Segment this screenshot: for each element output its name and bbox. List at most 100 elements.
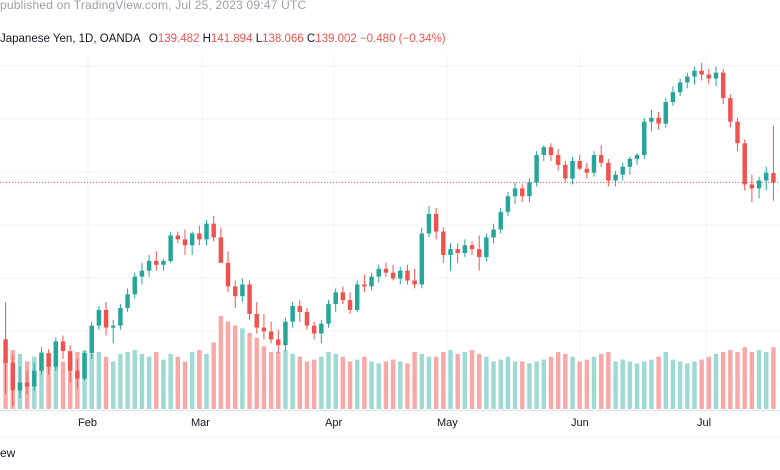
volume-bar <box>211 342 216 409</box>
candle-body <box>613 174 618 181</box>
candle-body <box>699 70 704 75</box>
candle-body <box>96 309 102 326</box>
volume-bar <box>749 352 755 409</box>
volume-bar <box>60 361 66 409</box>
candle-body <box>182 239 188 246</box>
symbol-name[interactable]: Japanese Yen, 1D, OANDA <box>0 33 141 45</box>
candle-body <box>606 162 611 181</box>
volume-bar <box>268 352 274 409</box>
candle-body <box>663 102 668 124</box>
volume-bar <box>642 361 647 409</box>
symbol-legend: Japanese Yen, 1D, OANDA O139.482 H141.89… <box>0 33 446 45</box>
close-value: 139.002 <box>315 33 357 45</box>
volume-bar <box>354 359 360 409</box>
volume-bar <box>685 363 690 409</box>
change-value: −0.480 (−0.34%) <box>359 33 446 45</box>
volume-bar <box>182 361 188 409</box>
volume-bar <box>412 352 417 409</box>
low-value: 138.066 <box>262 33 304 45</box>
candle-body <box>433 213 439 232</box>
candle-body <box>311 325 317 334</box>
low-label: L <box>255 33 263 45</box>
volume-bar <box>390 359 396 409</box>
open-label: O <box>148 33 158 45</box>
volume-bar <box>240 328 245 409</box>
candle-body <box>3 339 8 363</box>
volume-bar <box>247 333 252 409</box>
volume-bar <box>426 356 432 409</box>
volume-bar <box>491 361 496 409</box>
volume-bar <box>548 356 554 409</box>
volume-bar <box>283 350 288 409</box>
candle-body <box>175 235 181 240</box>
volume-bar <box>290 353 295 409</box>
volume-bar <box>197 350 202 409</box>
candle-body <box>642 121 647 156</box>
volume-bar <box>455 353 460 409</box>
candle-body <box>347 300 353 310</box>
candle-body <box>405 270 410 281</box>
volume-bar <box>319 356 324 409</box>
volume-bar <box>756 350 762 409</box>
candle-body <box>577 160 582 169</box>
candle-body <box>247 284 252 314</box>
candle-body <box>39 353 44 371</box>
candle-body <box>476 249 482 257</box>
volume-bar <box>570 356 575 409</box>
candle-body <box>412 280 417 285</box>
candle-body <box>756 180 762 189</box>
volume-bar <box>311 359 317 409</box>
volume-bar <box>89 353 94 409</box>
volume-bar <box>276 352 281 409</box>
x-tick-label: May <box>437 417 458 429</box>
candle-body <box>512 188 518 197</box>
candle-body <box>541 147 547 156</box>
candle-body <box>591 155 597 173</box>
candle-body <box>189 233 195 246</box>
candle-body <box>17 382 23 391</box>
candle-body <box>469 245 475 250</box>
volume-bar <box>376 363 381 409</box>
volume-bar <box>728 350 733 409</box>
candle-body <box>304 311 310 326</box>
volume-bar <box>146 356 152 409</box>
volume-bar <box>692 361 697 409</box>
volume-bar <box>304 361 310 409</box>
volume-bar <box>462 352 468 409</box>
volume-bar <box>598 353 604 409</box>
volume-bar <box>577 361 582 409</box>
volume-bar <box>620 359 625 409</box>
x-tick-label: Apr <box>325 417 343 429</box>
candle-body <box>326 304 331 324</box>
candle-body <box>103 309 109 328</box>
volume-bar <box>189 352 195 409</box>
volume-bar <box>433 356 439 409</box>
candle-body <box>218 237 224 263</box>
volume-bar <box>706 356 712 409</box>
candle-body <box>232 286 238 297</box>
candle-body <box>634 155 640 159</box>
volume-bar <box>670 359 676 409</box>
candle-body <box>268 331 274 340</box>
candle-body <box>749 184 755 189</box>
volume-bar <box>132 350 137 409</box>
candle-body <box>462 245 468 254</box>
candle-body <box>570 160 575 179</box>
candle-body <box>441 231 446 256</box>
volume-bar <box>534 361 539 409</box>
volume-bar <box>498 359 503 409</box>
candle-body <box>713 72 719 79</box>
candle-body <box>111 325 116 328</box>
candle-body <box>362 284 367 287</box>
candle-body <box>534 155 539 183</box>
candle-body <box>283 321 288 346</box>
footer-view-text[interactable]: ew <box>0 446 16 460</box>
candle-body <box>168 235 173 261</box>
candle-body <box>319 323 324 334</box>
volume-bar <box>555 352 561 409</box>
candle-body <box>563 164 568 179</box>
volume-bar <box>405 363 410 409</box>
high-label: H <box>202 33 211 45</box>
candle-body <box>10 362 15 391</box>
